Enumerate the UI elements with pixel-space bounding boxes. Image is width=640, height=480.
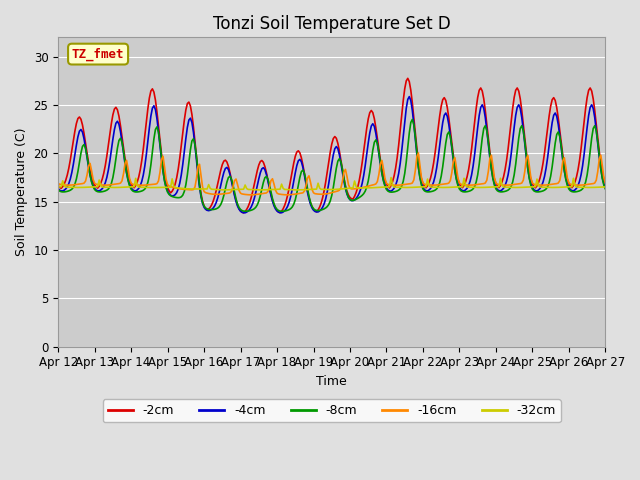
Y-axis label: Soil Temperature (C): Soil Temperature (C) — [15, 128, 28, 256]
Title: Tonzi Soil Temperature Set D: Tonzi Soil Temperature Set D — [213, 15, 451, 33]
Text: TZ_fmet: TZ_fmet — [72, 48, 124, 61]
X-axis label: Time: Time — [316, 375, 347, 388]
Legend: -2cm, -4cm, -8cm, -16cm, -32cm: -2cm, -4cm, -8cm, -16cm, -32cm — [102, 399, 561, 422]
